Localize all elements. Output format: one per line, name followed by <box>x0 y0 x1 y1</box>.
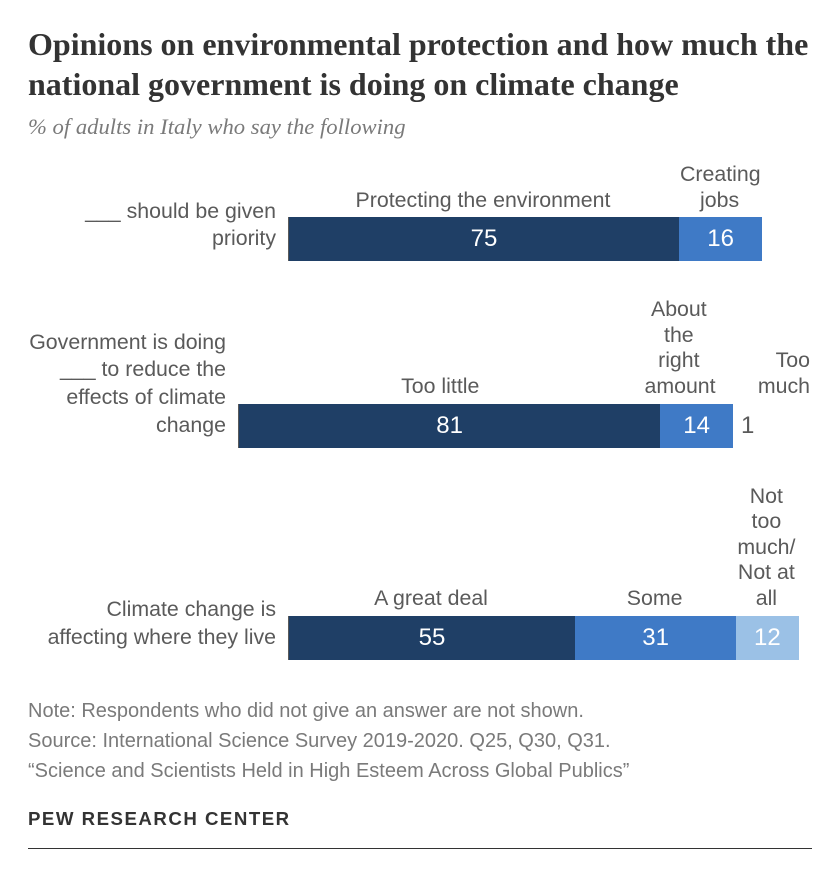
category-label: Creating jobs <box>678 162 761 213</box>
stacked-bar: 7516 <box>288 217 812 261</box>
bar-segment: 14 <box>660 404 733 448</box>
chart-area: ___ should be given priorityProtecting t… <box>28 162 812 660</box>
row-label: ___ should be given priority <box>28 198 288 261</box>
category-label: Some <box>574 586 735 612</box>
note-line: “Science and Scientists Held in High Est… <box>28 756 812 786</box>
bar-segment: 75 <box>289 217 679 261</box>
bar-segment: 81 <box>239 404 660 448</box>
category-label: Protecting the environment <box>288 188 678 214</box>
chart-notes: Note: Respondents who did not give an an… <box>28 696 812 786</box>
category-label: Not too much/ Not at all <box>735 484 797 612</box>
row-label: Government is doing ___ to reduce the ef… <box>28 329 238 448</box>
note-line: Note: Respondents who did not give an an… <box>28 696 812 726</box>
bar-segment: 31 <box>575 616 736 660</box>
chart-title: Opinions on environmental protection and… <box>28 24 812 104</box>
chart-subtitle: % of adults in Italy who say the followi… <box>28 114 812 140</box>
category-labels: Too littleAbout the right amountToo much <box>238 297 812 399</box>
category-label: Too little <box>238 374 642 400</box>
bar-value-outside: 1 <box>733 412 754 440</box>
bar-wrap: A great dealSomeNot too much/ Not at all… <box>288 484 812 660</box>
row-label: Climate change is affecting where they l… <box>28 596 288 659</box>
bar-segment: 16 <box>679 217 762 261</box>
bar-segment: 12 <box>736 616 798 660</box>
chart-row: Climate change is affecting where they l… <box>28 484 812 660</box>
category-labels: Protecting the environmentCreating jobs <box>288 162 812 213</box>
category-label: A great deal <box>288 586 574 612</box>
bar-segment: 55 <box>289 616 575 660</box>
category-label: About the right amount <box>642 297 715 399</box>
stacked-bar: 81141 <box>238 404 812 448</box>
chart-row: Government is doing ___ to reduce the ef… <box>28 297 812 447</box>
footer-divider <box>28 848 812 849</box>
note-line: Source: International Science Survey 201… <box>28 726 812 756</box>
chart-row: ___ should be given priorityProtecting t… <box>28 162 812 261</box>
bar-wrap: Protecting the environmentCreating jobs7… <box>288 162 812 261</box>
category-label: Too much <box>715 348 812 399</box>
bar-wrap: Too littleAbout the right amountToo much… <box>238 297 812 447</box>
footer-attribution: PEW RESEARCH CENTER <box>28 808 812 830</box>
category-labels: A great dealSomeNot too much/ Not at all <box>288 484 812 612</box>
stacked-bar: 553112 <box>288 616 812 660</box>
